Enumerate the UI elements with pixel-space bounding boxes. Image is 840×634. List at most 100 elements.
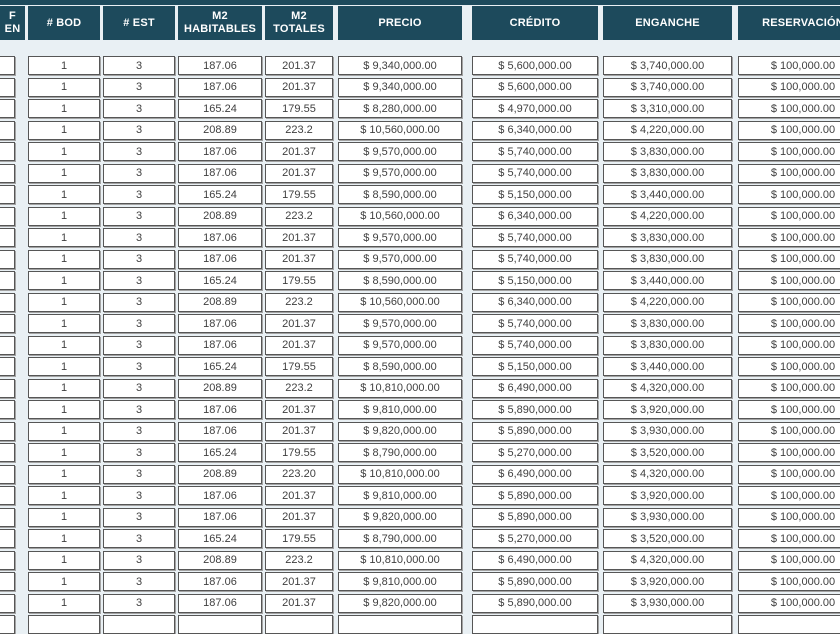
cell-credito[interactable]: $ 5,150,000.00 (472, 357, 598, 376)
cell-roof_garden[interactable] (0, 486, 15, 505)
cell-credito[interactable]: $ 5,890,000.00 (472, 421, 598, 441)
cell-enganche[interactable]: $ 3,930,000.00 (603, 421, 732, 441)
cell-m2_habitables[interactable]: 187.06 (178, 163, 262, 183)
cell-m2_totales[interactable]: 201.37 (265, 77, 333, 97)
cell-credito[interactable]: $ 5,740,000.00 (472, 249, 598, 269)
cell-reservacion[interactable]: $ 100,000.00 (738, 314, 840, 333)
cell-precio[interactable]: $ 10,810,000.00 (338, 550, 462, 570)
cell-enganche[interactable]: $ 3,830,000.00 (603, 249, 732, 269)
cell-precio[interactable] (338, 615, 462, 634)
cell-reservacion[interactable]: $ 100,000.00 (738, 56, 840, 75)
cell-enganche[interactable]: $ 3,520,000.00 (603, 529, 732, 548)
cell-enganche[interactable]: $ 4,220,000.00 (603, 292, 732, 312)
cell-reservacion[interactable]: $ 100,000.00 (738, 421, 840, 441)
cell-est[interactable]: 3 (103, 228, 175, 247)
cell-m2_totales[interactable]: 201.37 (265, 228, 333, 247)
cell-est[interactable]: 3 (103, 486, 175, 505)
cell-m2_habitables[interactable]: 165.24 (178, 185, 262, 204)
cell-bod[interactable]: 1 (28, 421, 100, 441)
cell-m2_totales[interactable]: 179.55 (265, 357, 333, 376)
column-header-reservacion[interactable]: RESERVACIÓN (738, 6, 840, 40)
cell-enganche[interactable]: $ 3,830,000.00 (603, 142, 732, 161)
cell-enganche[interactable]: $ 3,520,000.00 (603, 443, 732, 462)
cell-m2_totales[interactable]: 201.37 (265, 593, 333, 613)
cell-bod[interactable]: 1 (28, 529, 100, 548)
cell-est[interactable]: 3 (103, 378, 175, 398)
cell-roof_garden[interactable] (0, 572, 15, 591)
cell-reservacion[interactable]: $ 100,000.00 (738, 271, 840, 290)
cell-m2_totales[interactable]: 223.2 (265, 378, 333, 398)
cell-enganche[interactable]: $ 3,740,000.00 (603, 56, 732, 75)
column-header-bod[interactable]: # BOD (28, 6, 100, 40)
cell-bod[interactable]: 1 (28, 507, 100, 527)
cell-precio[interactable]: $ 9,810,000.00 (338, 400, 462, 419)
cell-reservacion[interactable]: $ 100,000.00 (738, 99, 840, 118)
cell-bod[interactable]: 1 (28, 550, 100, 570)
cell-m2_habitables[interactable]: 208.89 (178, 120, 262, 140)
cell-bod[interactable]: 1 (28, 77, 100, 97)
cell-precio[interactable]: $ 9,340,000.00 (338, 56, 462, 75)
cell-m2_totales[interactable]: 201.37 (265, 486, 333, 505)
cell-est[interactable]: 3 (103, 120, 175, 140)
cell-m2_totales[interactable]: 179.55 (265, 443, 333, 462)
cell-precio[interactable]: $ 9,570,000.00 (338, 228, 462, 247)
cell-m2_totales[interactable] (265, 615, 333, 634)
cell-est[interactable]: 3 (103, 464, 175, 484)
cell-m2_totales[interactable]: 201.37 (265, 314, 333, 333)
cell-bod[interactable]: 1 (28, 572, 100, 591)
cell-roof_garden[interactable] (0, 142, 15, 161)
cell-bod[interactable] (28, 615, 100, 634)
cell-m2_habitables[interactable]: 165.24 (178, 271, 262, 290)
cell-precio[interactable]: $ 9,570,000.00 (338, 335, 462, 355)
cell-m2_habitables[interactable]: 187.06 (178, 314, 262, 333)
cell-m2_totales[interactable]: 179.55 (265, 99, 333, 118)
cell-roof_garden[interactable] (0, 357, 15, 376)
cell-m2_habitables[interactable]: 208.89 (178, 464, 262, 484)
column-header-est[interactable]: # EST (103, 6, 175, 40)
cell-est[interactable]: 3 (103, 163, 175, 183)
cell-credito[interactable] (472, 615, 598, 634)
cell-m2_totales[interactable]: 201.37 (265, 56, 333, 75)
cell-m2_totales[interactable]: 223.2 (265, 292, 333, 312)
cell-est[interactable]: 3 (103, 529, 175, 548)
cell-est[interactable] (103, 615, 175, 634)
cell-bod[interactable]: 1 (28, 378, 100, 398)
cell-reservacion[interactable]: $ 100,000.00 (738, 77, 840, 97)
cell-credito[interactable]: $ 5,740,000.00 (472, 335, 598, 355)
cell-credito[interactable]: $ 5,890,000.00 (472, 593, 598, 613)
cell-roof_garden[interactable] (0, 378, 15, 398)
cell-enganche[interactable]: $ 3,440,000.00 (603, 271, 732, 290)
cell-reservacion[interactable]: $ 100,000.00 (738, 335, 840, 355)
cell-m2_habitables[interactable]: 208.89 (178, 378, 262, 398)
cell-m2_habitables[interactable]: 165.24 (178, 529, 262, 548)
cell-enganche[interactable]: $ 4,220,000.00 (603, 206, 732, 226)
cell-m2_totales[interactable]: 223.2 (265, 120, 333, 140)
cell-bod[interactable]: 1 (28, 271, 100, 290)
cell-credito[interactable]: $ 6,340,000.00 (472, 206, 598, 226)
cell-m2_habitables[interactable]: 187.06 (178, 593, 262, 613)
cell-reservacion[interactable]: $ 100,000.00 (738, 593, 840, 613)
cell-precio[interactable]: $ 9,570,000.00 (338, 314, 462, 333)
cell-roof_garden[interactable] (0, 163, 15, 183)
cell-roof_garden[interactable] (0, 400, 15, 419)
cell-m2_totales[interactable]: 179.55 (265, 185, 333, 204)
cell-credito[interactable]: $ 5,740,000.00 (472, 314, 598, 333)
cell-est[interactable]: 3 (103, 185, 175, 204)
cell-precio[interactable]: $ 9,820,000.00 (338, 593, 462, 613)
cell-m2_totales[interactable]: 201.37 (265, 163, 333, 183)
cell-credito[interactable]: $ 5,890,000.00 (472, 486, 598, 505)
cell-roof_garden[interactable] (0, 550, 15, 570)
cell-m2_habitables[interactable]: 187.06 (178, 77, 262, 97)
cell-reservacion[interactable]: $ 100,000.00 (738, 464, 840, 484)
cell-m2_habitables[interactable]: 187.06 (178, 228, 262, 247)
cell-reservacion[interactable]: $ 100,000.00 (738, 120, 840, 140)
cell-enganche[interactable]: $ 3,740,000.00 (603, 77, 732, 97)
cell-enganche[interactable]: $ 3,930,000.00 (603, 507, 732, 527)
column-header-credito[interactable]: CRÉDITO (472, 6, 598, 40)
cell-m2_habitables[interactable]: 208.89 (178, 292, 262, 312)
cell-roof_garden[interactable] (0, 335, 15, 355)
cell-m2_totales[interactable]: 201.37 (265, 421, 333, 441)
cell-bod[interactable]: 1 (28, 400, 100, 419)
cell-credito[interactable]: $ 6,490,000.00 (472, 464, 598, 484)
cell-enganche[interactable]: $ 3,830,000.00 (603, 228, 732, 247)
